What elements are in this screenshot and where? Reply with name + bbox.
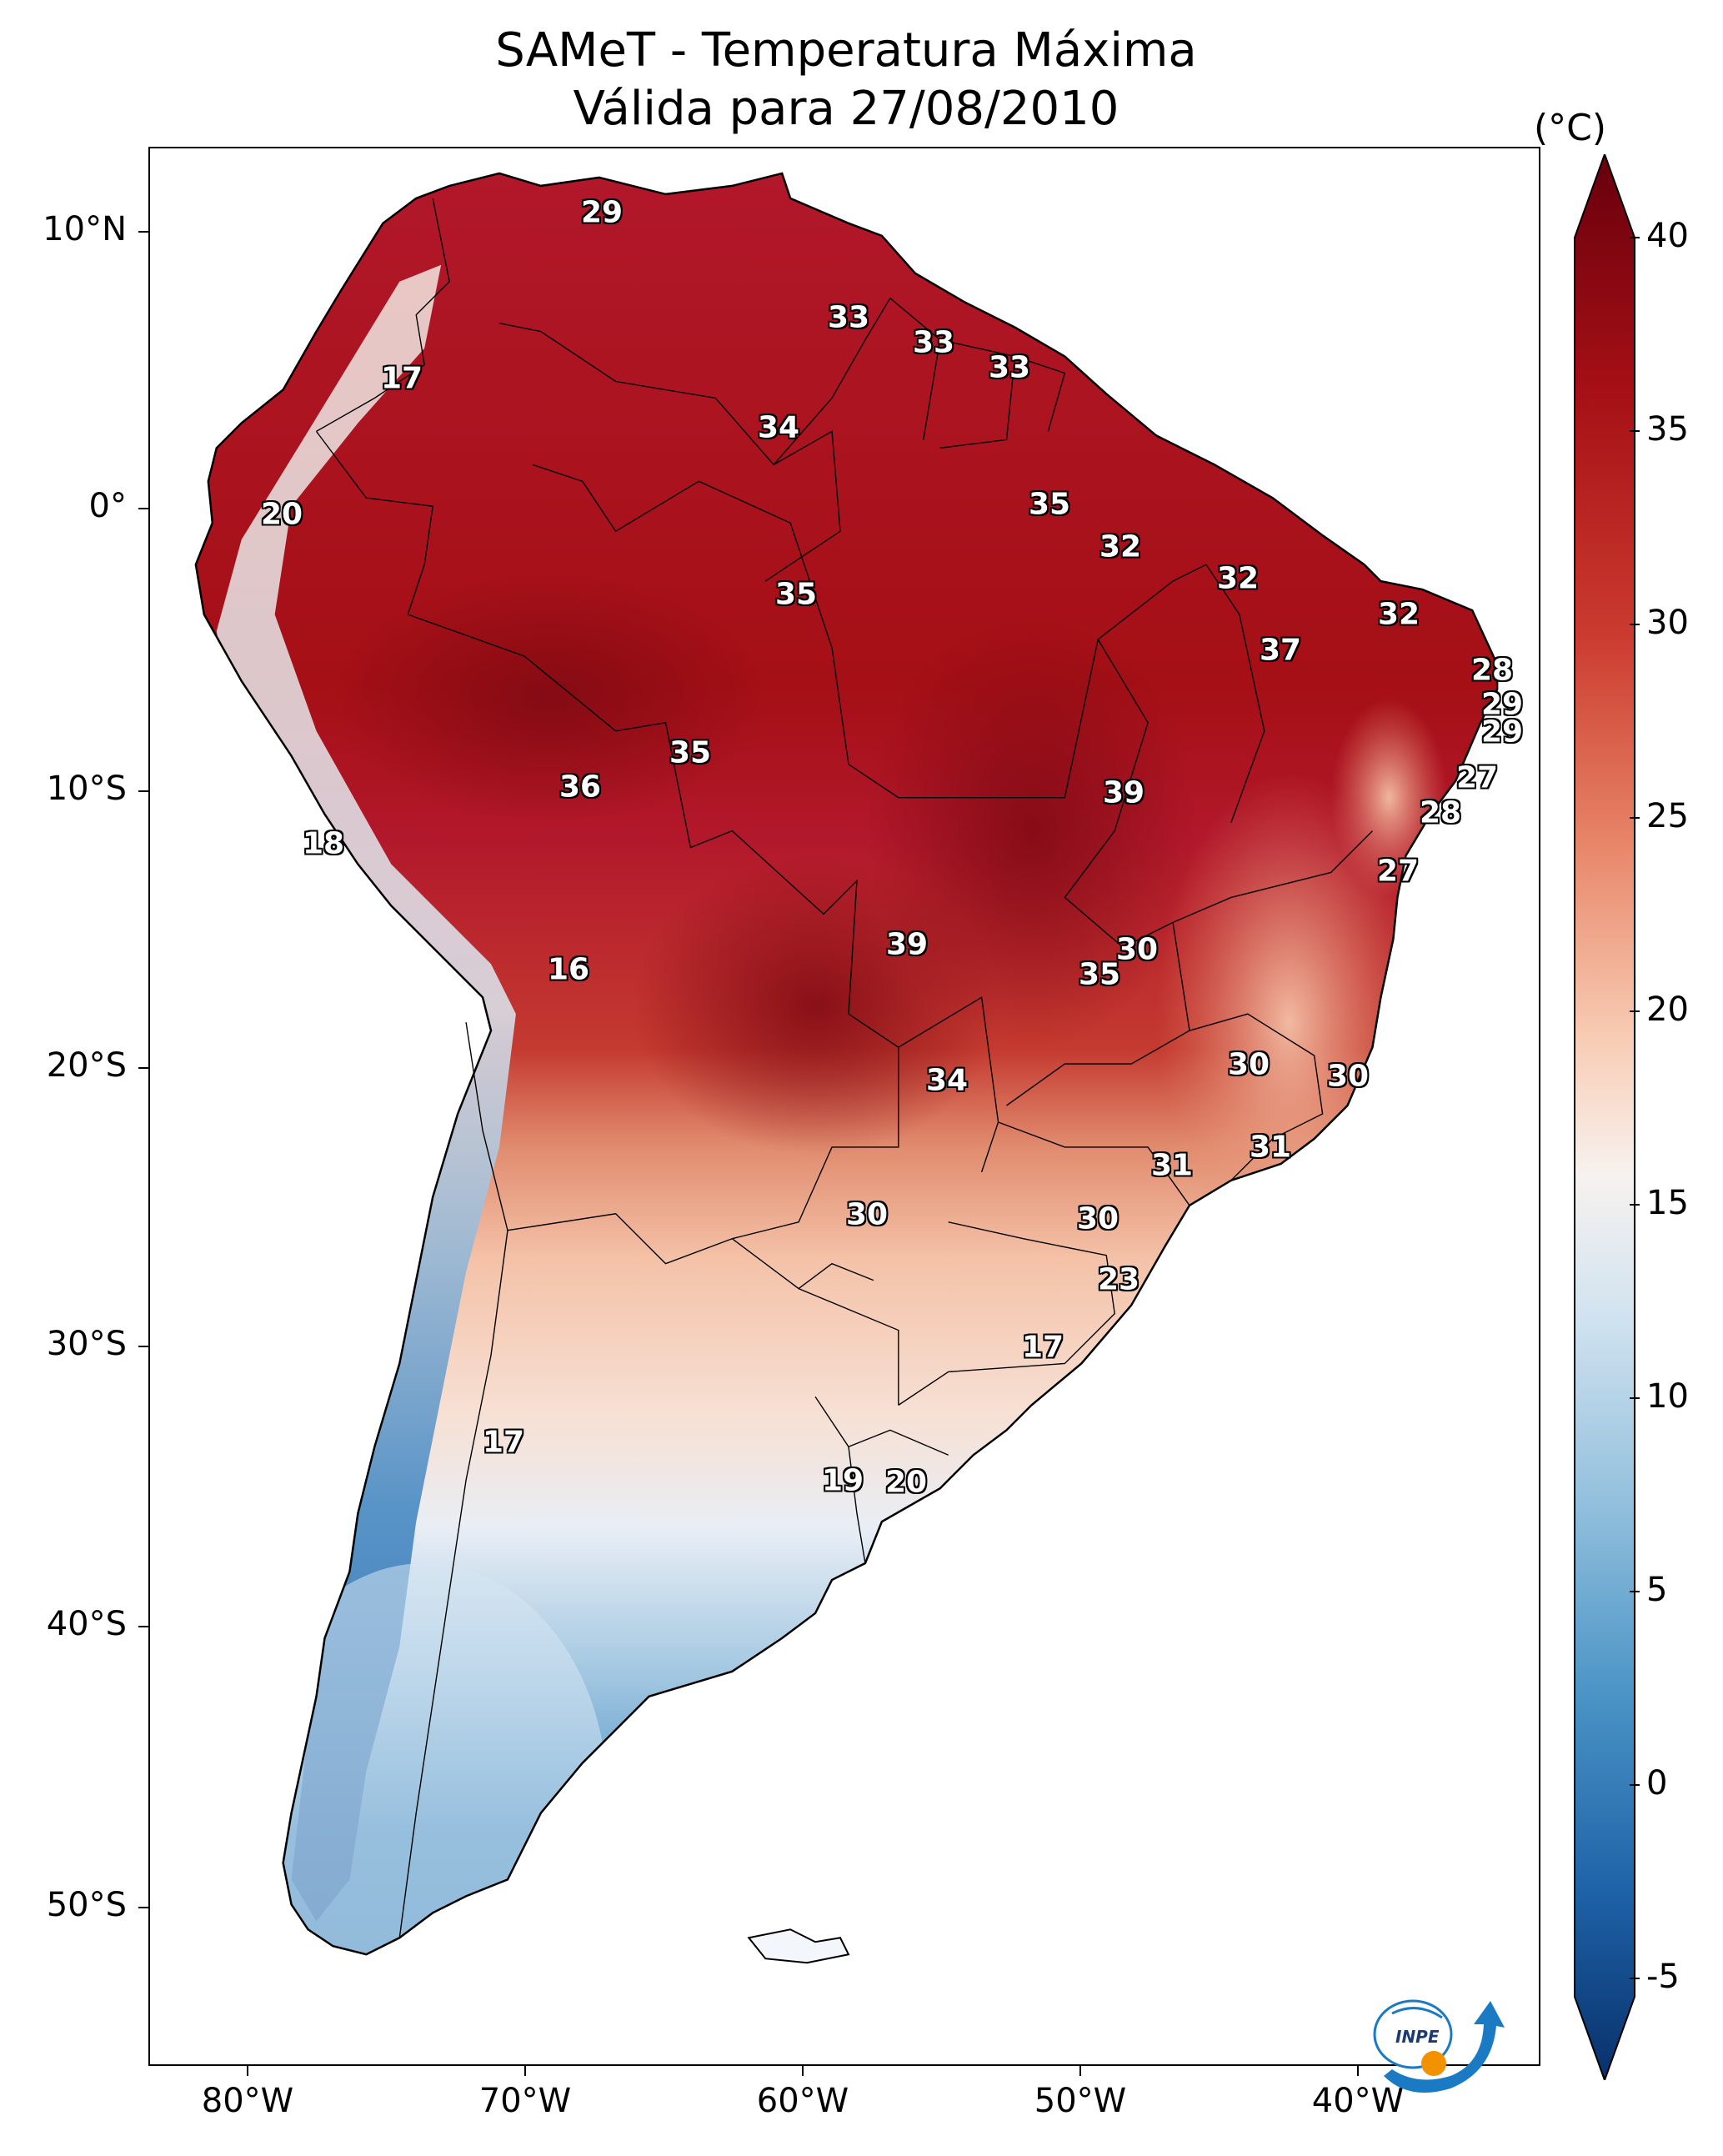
colorbar-gradient	[1574, 154, 1635, 2080]
colorbar-label-20: 20	[1646, 990, 1689, 1029]
colorbar-tick	[1630, 237, 1640, 238]
lon-label-70w: 70°W	[478, 2082, 572, 2120]
lon-label-80w: 80°W	[201, 2082, 294, 2120]
lat-label-50s: 50°S	[46, 1886, 127, 1924]
colorbar-tick	[1630, 1397, 1640, 1399]
lat-label-30s: 30°S	[46, 1325, 127, 1363]
country-borders	[315, 198, 1373, 1938]
lon-label-60w: 60°W	[756, 2082, 849, 2120]
map-subtitle: Válida para 27/08/2010	[573, 82, 1119, 136]
lon-tick	[247, 2066, 248, 2076]
colorbar-tick	[1630, 1591, 1640, 1592]
lat-tick	[138, 1067, 148, 1069]
colorbar-tick	[1630, 1978, 1640, 1979]
lat-label-40s: 40°S	[46, 1605, 127, 1643]
colorbar-label-0: 0	[1646, 1764, 1668, 1803]
colorbar-label-40: 40	[1646, 217, 1689, 255]
lat-tick	[138, 790, 148, 792]
lat-label-20s: 20°S	[46, 1046, 127, 1085]
colorbar	[1574, 154, 1635, 2080]
colorbar-tick	[1630, 430, 1640, 432]
lat-tick	[138, 508, 148, 509]
lat-label-0: 0°	[88, 487, 127, 525]
lat-tick	[138, 1907, 148, 1908]
map-panel	[148, 147, 1540, 2066]
colorbar-tick	[1630, 624, 1640, 625]
colorbar-tick	[1630, 817, 1640, 819]
lat-tick	[138, 231, 148, 233]
colorbar-label-30: 30	[1646, 604, 1689, 642]
lon-label-40w: 40°W	[1311, 2082, 1405, 2120]
lon-tick	[524, 2066, 526, 2076]
colorbar-tick	[1630, 1204, 1640, 1206]
inpe-logo: INPE	[1373, 1999, 1505, 2093]
colorbar-label-25: 25	[1646, 797, 1689, 835]
inpe-logo-text: INPE	[1395, 2027, 1440, 2047]
lon-tick	[802, 2066, 804, 2076]
lon-label-50w: 50°W	[1034, 2082, 1127, 2120]
lon-tick	[1357, 2066, 1359, 2076]
colorbar-label-5: 5	[1646, 1571, 1668, 1609]
colorbar-label-15: 15	[1646, 1184, 1689, 1222]
colorbar-unit: (°C)	[1534, 107, 1607, 149]
colorbar-label-10: 10	[1646, 1377, 1689, 1416]
lat-label-10n: 10°N	[43, 210, 127, 248]
south-america-map	[194, 172, 1499, 1964]
lat-tick	[138, 1626, 148, 1627]
colorbar-label-neg5: -5	[1646, 1958, 1680, 1996]
lat-tick	[138, 1346, 148, 1347]
map-title: SAMeT - Temperatura Máxima	[495, 23, 1197, 78]
colorbar-tick	[1630, 1010, 1640, 1012]
colorbar-tick	[1630, 1784, 1640, 1786]
colorbar-label-35: 35	[1646, 410, 1689, 449]
lon-tick	[1079, 2066, 1081, 2076]
falkland-islands	[747, 1928, 850, 1964]
lat-label-10s: 10°S	[46, 770, 127, 808]
